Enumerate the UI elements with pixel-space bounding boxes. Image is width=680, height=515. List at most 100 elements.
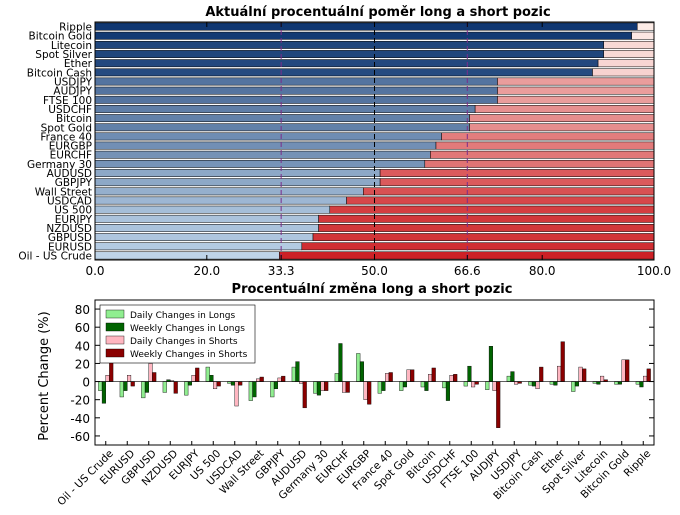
chart2-bars: [98, 341, 651, 428]
change-bar: [614, 381, 619, 385]
change-bar: [582, 368, 587, 382]
change-bar: [213, 381, 218, 390]
legend-entry: Weekly Changes in Longs: [130, 324, 245, 334]
long-bar: [95, 224, 319, 232]
category-label: NZDUSD: [46, 223, 92, 235]
long-bar: [95, 105, 476, 113]
change-bar: [510, 371, 515, 382]
chart1-plot: Oil - US CrudeEURUSDGBPUSDNZDUSDEURJPYUS…: [18, 21, 671, 278]
long-bar: [95, 205, 331, 214]
change-bar: [535, 381, 540, 390]
x-tick-label: 50.0: [361, 264, 388, 278]
chart1-bars: [95, 22, 654, 260]
change-bar: [557, 365, 562, 382]
y-tick-label: 80: [75, 303, 90, 317]
change-bar: [127, 375, 132, 382]
change-bar: [338, 343, 343, 382]
category-label: Ether: [64, 58, 93, 70]
change-bar: [431, 367, 436, 382]
short-bar: [424, 159, 654, 168]
long-bar: [95, 132, 442, 141]
change-bar: [105, 375, 110, 382]
category-label: Bitcoin: [56, 113, 92, 125]
change-bar: [531, 381, 536, 387]
x-tick-label: 0.0: [85, 264, 104, 278]
change-bar: [424, 381, 429, 391]
chart2-frame: [94, 299, 655, 446]
change-bar: [252, 381, 257, 398]
category-label: Ripple: [59, 22, 92, 34]
long-bar: [95, 50, 604, 58]
y-tick-label: 60: [75, 321, 90, 335]
category-label: Spot Silver: [35, 49, 92, 61]
legend-swatch: [105, 309, 125, 319]
change-bar: [453, 374, 458, 382]
change-bar: [109, 360, 114, 382]
change-bar: [209, 375, 214, 382]
legend-entry: Daily Changes in Longs: [130, 311, 235, 321]
category-label: EURGBP: [49, 141, 92, 153]
change-bar: [281, 375, 286, 382]
change-bar: [385, 373, 390, 382]
change-bar: [119, 381, 124, 398]
short-bar: [430, 150, 654, 159]
y-tick-label: -60: [70, 430, 90, 444]
change-bar: [485, 381, 490, 390]
category-label: Spot Gold: [41, 122, 92, 134]
short-bar: [603, 50, 654, 58]
change-bar: [195, 367, 200, 382]
change-bar: [635, 381, 640, 385]
y-tick-label: 0: [82, 376, 90, 390]
long-bar: [95, 159, 426, 168]
change-bar: [442, 381, 447, 389]
change-bar: [256, 378, 261, 382]
change-bar: [320, 381, 325, 391]
y-tick-label: -40: [70, 412, 90, 426]
change-bar: [302, 381, 307, 409]
long-bar: [95, 233, 314, 242]
change-bar: [549, 381, 554, 385]
change-bar: [553, 381, 558, 386]
long-bar: [95, 86, 498, 95]
change-bar: [625, 359, 630, 382]
change-bar: [334, 373, 339, 382]
change-bar: [560, 341, 565, 382]
legend-entry: Daily Changes in Shorts: [130, 337, 238, 347]
change-bar: [345, 381, 350, 393]
short-bar: [318, 214, 654, 223]
chart2-title: Procentuální změna long a short pozic: [232, 282, 513, 297]
x-tick-label: 80.0: [529, 264, 556, 278]
y-tick-label: -20: [70, 394, 90, 408]
change-bar: [324, 381, 329, 391]
change-bar: [506, 375, 511, 382]
long-bar: [95, 251, 280, 260]
change-bar: [230, 381, 235, 386]
change-bar: [388, 372, 393, 382]
short-bar: [469, 123, 654, 132]
category-label: USDCHF: [48, 104, 92, 116]
short-bar: [636, 22, 654, 31]
category-label: Bitcoin Gold: [29, 31, 93, 43]
long-bar: [95, 242, 303, 251]
category-label: EURUSD: [48, 241, 92, 253]
change-bar: [152, 372, 157, 382]
change-bar: [596, 381, 601, 385]
short-bar: [631, 31, 654, 40]
change-bar: [291, 366, 296, 382]
category-label: USDCAD: [47, 196, 92, 208]
change-bar: [367, 381, 372, 405]
short-bar: [329, 205, 654, 214]
short-bar: [379, 169, 654, 177]
short-bar: [301, 242, 654, 251]
change-bar: [295, 361, 300, 382]
change-bar: [123, 381, 128, 391]
short-bar: [435, 141, 654, 150]
category-label: Germany 30: [27, 159, 92, 171]
legend-swatch: [105, 322, 125, 332]
change-bar: [359, 361, 364, 382]
legend-entry: Weekly Changes in Shorts: [130, 350, 248, 360]
change-bar: [277, 377, 282, 382]
change-bar: [316, 381, 321, 396]
change-bar: [356, 353, 361, 382]
